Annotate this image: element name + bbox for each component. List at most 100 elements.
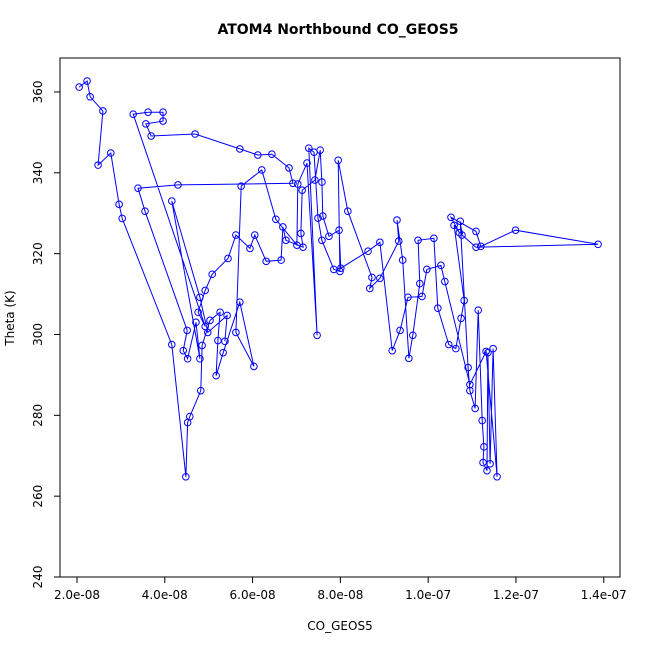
point — [344, 207, 352, 215]
point — [398, 256, 407, 264]
point — [262, 257, 270, 266]
point — [452, 344, 460, 353]
point — [183, 354, 192, 363]
point — [94, 161, 102, 169]
point — [115, 200, 123, 209]
point — [142, 120, 150, 128]
point — [482, 347, 490, 356]
point — [311, 176, 319, 184]
point — [456, 217, 465, 226]
point — [279, 223, 287, 231]
point — [250, 362, 258, 371]
point — [277, 256, 285, 264]
y-axis-label: Theta (K) — [3, 290, 17, 346]
point — [313, 331, 321, 340]
point — [147, 132, 155, 140]
point — [196, 386, 205, 395]
point — [224, 254, 232, 263]
point — [337, 264, 345, 272]
point — [304, 144, 313, 152]
point — [250, 231, 259, 239]
x-tick-label: 1.4e-07 — [581, 588, 627, 602]
x-tick-label: 1.2e-07 — [493, 588, 539, 602]
point — [201, 286, 209, 295]
point — [299, 243, 307, 251]
point — [484, 348, 492, 357]
y-tick-label: 300 — [31, 323, 45, 346]
point — [409, 331, 417, 340]
point — [511, 226, 520, 234]
point — [316, 146, 324, 154]
point — [483, 466, 491, 475]
point — [334, 156, 342, 165]
series-line — [78, 80, 599, 477]
point — [434, 304, 442, 313]
point — [293, 180, 302, 188]
x-tick-label: 8.0e-08 — [317, 588, 363, 602]
chart-title: ATOM4 Northbound CO_GEOS5 — [217, 22, 458, 38]
point — [450, 221, 458, 230]
point — [368, 273, 376, 282]
point — [477, 242, 485, 251]
x-tick-label: 1.0e-07 — [405, 588, 451, 602]
point — [486, 460, 494, 468]
point — [441, 277, 449, 286]
point — [83, 77, 91, 85]
point — [297, 229, 305, 238]
point — [303, 159, 311, 167]
point — [216, 308, 224, 317]
point — [418, 292, 426, 301]
point — [444, 340, 453, 349]
point — [437, 261, 445, 270]
point — [394, 237, 403, 245]
point — [86, 93, 94, 101]
point — [237, 182, 245, 190]
point — [208, 270, 216, 279]
x-tick-label: 4.0e-08 — [142, 588, 188, 602]
point — [376, 238, 384, 247]
point — [168, 197, 176, 205]
point — [388, 346, 396, 355]
point — [192, 318, 200, 327]
point — [214, 336, 222, 345]
point — [430, 234, 438, 243]
point — [457, 314, 465, 323]
point — [141, 207, 149, 215]
point — [144, 108, 152, 116]
x-tick-label: 2.0e-08 — [54, 588, 100, 602]
point — [364, 247, 372, 256]
point — [594, 240, 602, 249]
point — [458, 231, 466, 239]
y-tick-label: 320 — [31, 242, 45, 265]
point — [201, 322, 209, 331]
x-tick-label: 6.0e-08 — [230, 588, 276, 602]
point — [198, 341, 206, 350]
point — [174, 181, 182, 189]
point — [318, 236, 326, 245]
point — [455, 228, 464, 237]
point — [254, 151, 262, 159]
point — [472, 227, 480, 236]
point — [212, 371, 220, 380]
point — [236, 145, 244, 153]
point — [466, 380, 474, 389]
point — [325, 232, 333, 241]
point — [196, 293, 204, 302]
point — [106, 149, 115, 157]
y-tick-label: 280 — [31, 404, 45, 427]
point — [489, 344, 497, 353]
point — [460, 296, 468, 305]
point — [282, 236, 290, 245]
point — [196, 354, 204, 363]
point — [493, 472, 501, 481]
point — [159, 108, 167, 116]
point — [223, 311, 231, 320]
y-tick-label: 260 — [31, 485, 45, 508]
point — [268, 150, 276, 159]
point — [204, 328, 212, 337]
point — [194, 308, 202, 317]
point — [336, 267, 344, 276]
point — [99, 107, 107, 115]
y-tick-label: 340 — [31, 161, 45, 184]
